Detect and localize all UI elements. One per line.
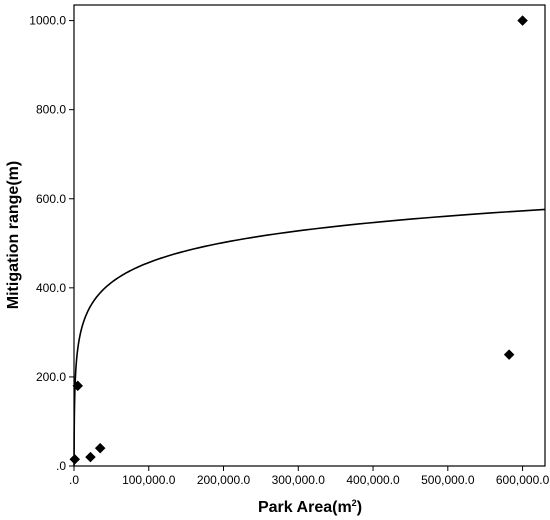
x-axis-label: Park Area(m2)	[258, 498, 362, 516]
y-tick-label: 200.0	[36, 370, 66, 384]
y-tick-label: 1000.0	[29, 14, 66, 28]
y-tick-label: .0	[56, 459, 66, 473]
x-tick-label: 200,000.0	[197, 473, 251, 487]
x-tick-label: 100,000.0	[122, 473, 176, 487]
data-point-diamond	[72, 380, 84, 392]
y-tick-label: 600.0	[36, 192, 66, 206]
data-point-diamond	[69, 453, 81, 465]
x-tick-label: 300,000.0	[272, 473, 326, 487]
points-layer	[69, 15, 528, 465]
data-point-diamond	[517, 15, 528, 26]
data-point-diamond	[503, 349, 515, 361]
x-tick-label: .0	[69, 473, 79, 487]
x-tick-label: 600,000.0	[496, 473, 550, 487]
x-tick-label: 500,000.0	[421, 473, 475, 487]
y-axis-ticks: .0 200.0 400.0 600.0 800.0 1000.0	[29, 14, 74, 473]
y-tick-label: 400.0	[36, 281, 66, 295]
data-point-diamond	[94, 442, 106, 454]
fit-curve-line	[73, 208, 546, 467]
plot-frame	[73, 4, 546, 467]
x-axis-ticks: .0 100,000.0 200,000.0 300,000.0 400,000.0 50…	[69, 466, 550, 487]
y-axis-label: Mitigation range(m)	[5, 161, 22, 309]
fit-curve-layer	[73, 208, 546, 467]
data-point-diamond	[85, 451, 96, 463]
x-tick-label: 400,000.0	[346, 473, 400, 487]
y-tick-label: 800.0	[36, 103, 66, 117]
plot-border	[73, 4, 546, 467]
